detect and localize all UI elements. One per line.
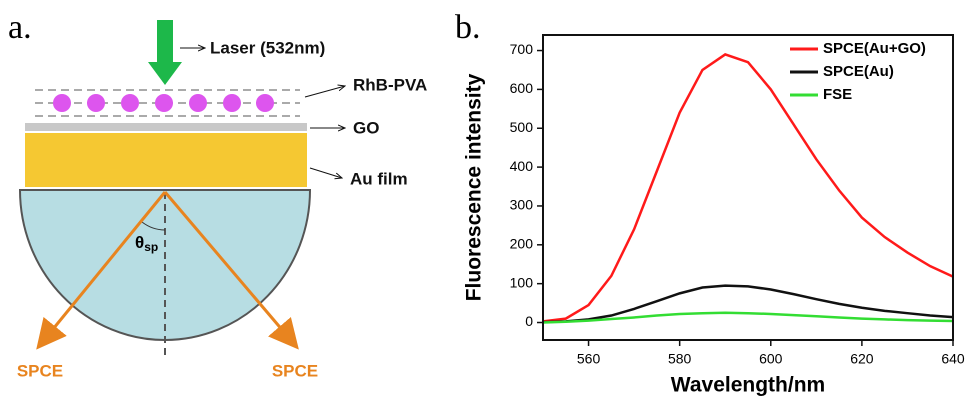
series-line <box>542 284 954 324</box>
legend-label: SPCE(Au+GO) <box>823 40 926 57</box>
x-tick-label: 620 <box>850 351 874 367</box>
y-tick-label: 700 <box>510 41 534 57</box>
laser-arrow <box>148 62 182 85</box>
angle-arc <box>141 221 166 231</box>
spce-label: SPCE <box>272 361 318 380</box>
series-line <box>542 311 954 324</box>
y-axis-label: Fluorescence intensity <box>463 73 486 301</box>
y-tick-label: 300 <box>510 197 534 213</box>
diagram: Laser (532nm) RhB-PVA GO Au film θsp SPC… <box>17 20 427 380</box>
plot-frame <box>542 34 954 341</box>
x-axis-label: Wavelength/nm <box>671 374 825 397</box>
layer-label: GO <box>353 118 379 137</box>
laser-beam <box>157 20 173 65</box>
spce-ray <box>36 191 167 350</box>
panel-label: a. <box>8 9 32 46</box>
pointer <box>309 167 342 178</box>
y-tick-label: 600 <box>510 80 534 96</box>
angle-label: θsp <box>135 233 158 254</box>
x-tick-label: 640 <box>941 351 965 367</box>
panel-label: b. <box>455 9 481 46</box>
pointer <box>304 86 345 98</box>
y-tick-label: 200 <box>510 236 534 252</box>
x-tick-label: 580 <box>668 351 692 367</box>
series-line <box>542 53 954 323</box>
legend-label: FSE <box>823 86 852 103</box>
x-tick-label: 560 <box>577 351 601 367</box>
dye-molecules <box>53 94 274 112</box>
layer-label: Au film <box>350 169 408 188</box>
y-tick-label: 100 <box>510 274 534 290</box>
au-layer <box>25 133 307 187</box>
angle-subscript: sp <box>144 240 158 254</box>
go-layer <box>25 123 307 131</box>
spce-ray <box>163 191 299 350</box>
y-tick-label: 0 <box>525 313 533 329</box>
spce-label: SPCE <box>17 361 63 380</box>
layer-label: RhB-PVA <box>353 75 427 94</box>
y-tick-label: 500 <box>510 119 534 135</box>
x-tick-label: 600 <box>759 351 783 367</box>
angle-symbol: θ <box>135 233 144 252</box>
legend-label: SPCE(Au) <box>823 63 894 80</box>
laser-label: Laser (532nm) <box>210 38 325 57</box>
y-tick-label: 400 <box>510 158 534 174</box>
